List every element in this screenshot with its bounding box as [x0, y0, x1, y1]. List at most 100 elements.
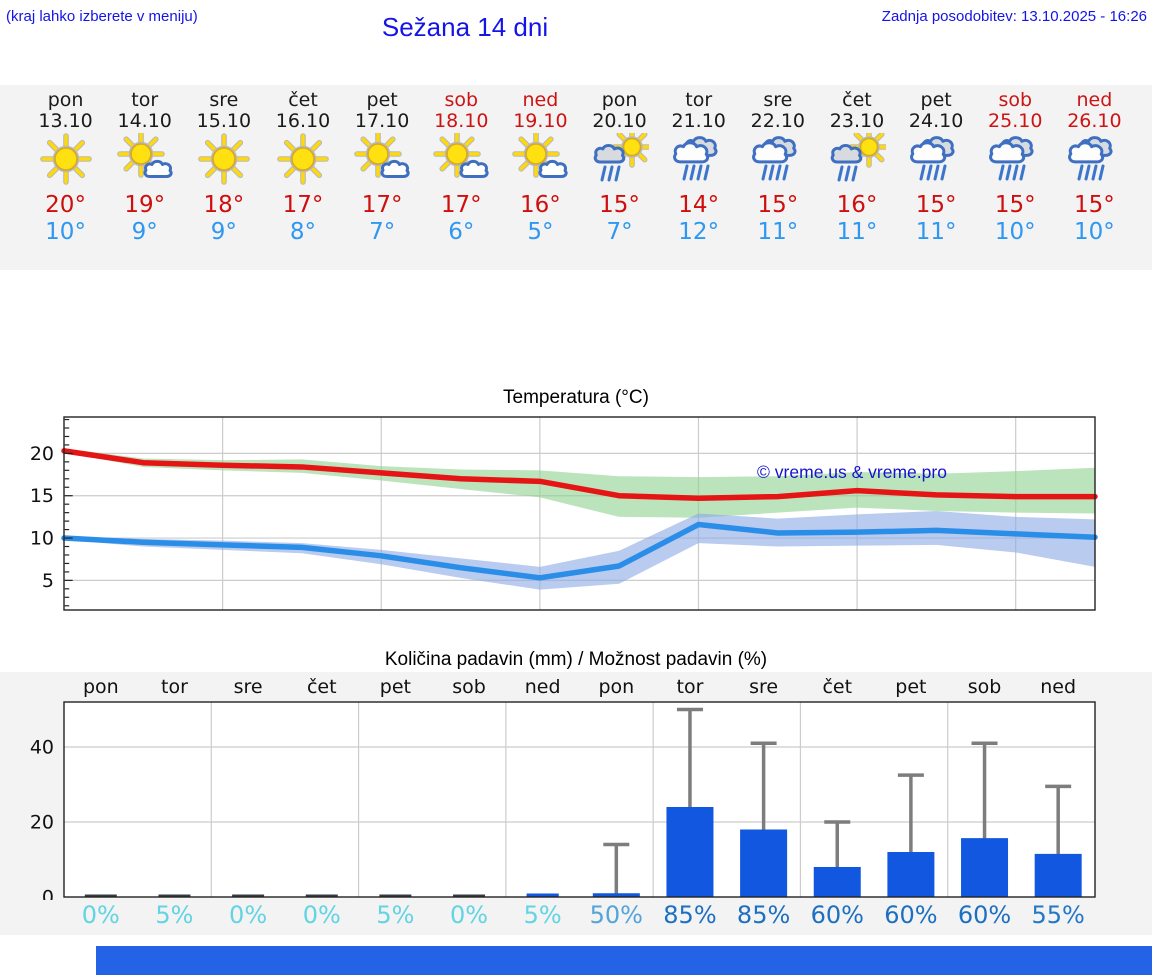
- sun-rain-icon: [593, 126, 653, 182]
- day-date-label: 17.10: [354, 110, 410, 132]
- weather-icon-box: [422, 130, 501, 190]
- low-temp-label: 8°: [289, 219, 317, 245]
- day-name-label: čet: [288, 89, 318, 111]
- forecast-day-column: pet 17.10 17° 7°: [343, 85, 422, 270]
- day-date-label: 22.10: [750, 110, 806, 132]
- low-temp-label: 7°: [606, 219, 633, 245]
- precip-day-label: sob: [452, 676, 486, 698]
- forecast-day-column: sre 15.10 18° 9°: [184, 85, 263, 270]
- day-name-label: ned: [522, 89, 559, 111]
- temp-y-tick-label: 10: [30, 528, 54, 550]
- high-temp-label: 15°: [915, 192, 957, 218]
- precip-probability-label: 85%: [736, 901, 791, 929]
- precip-day-label: tor: [161, 676, 188, 698]
- weather-icon-box: [105, 130, 184, 190]
- high-temp-label: 17°: [361, 192, 403, 218]
- day-name-label: tor: [685, 89, 713, 111]
- day-name-label: čet: [842, 89, 872, 111]
- rain-icon: [672, 136, 718, 181]
- high-temp-label: 17°: [282, 192, 324, 218]
- day-name-label: pet: [920, 89, 952, 111]
- footer-banner[interactable]: [96, 946, 1152, 975]
- page-title: Sežana 14 dni: [381, 12, 549, 42]
- weather-icon-box: [1055, 133, 1134, 190]
- precip-y-tick-label: 20: [30, 812, 54, 834]
- day-date-label: 25.10: [988, 110, 1043, 132]
- precip-day-label: sre: [749, 676, 779, 698]
- forecast-strip: pon 13.10 20° 10° tor 14.10 19° 9° sre 15.10 18° 9°…: [0, 85, 1152, 270]
- precip-probability-label: 60%: [957, 901, 1012, 929]
- forecast-day-column: sre 22.10 15° 11°: [738, 85, 817, 270]
- precip-day-label: sre: [233, 676, 263, 698]
- low-temp-label: 11°: [757, 219, 799, 245]
- precip-day-label: pon: [598, 676, 635, 698]
- precip-probability-label: 0%: [229, 901, 268, 929]
- forecast-day-column: čet 16.10 17° 8°: [263, 85, 342, 270]
- high-temp-label: 16°: [520, 192, 561, 218]
- sun-cloud-icon: [512, 130, 569, 178]
- day-name-label: ned: [1076, 89, 1113, 111]
- high-temp-label: 18°: [203, 192, 245, 218]
- rain-icon: [1068, 136, 1113, 181]
- forecast-day-column: sob 18.10 17° 6°: [422, 85, 501, 270]
- forecast-day-column: tor 21.10 14° 12°: [659, 85, 738, 270]
- forecast-day-column: ned 26.10 15° 10°: [1055, 85, 1134, 270]
- low-temp-label: 9°: [131, 219, 158, 245]
- temperature-chart: © vreme.us & vreme.pro 5 10 15 20: [30, 416, 1098, 611]
- weather-icon-box: [343, 130, 422, 190]
- temperature-chart-title: Temperatura (°C): [503, 387, 649, 408]
- weather-icon-box: [26, 133, 105, 190]
- precip-day-label: čet: [822, 676, 853, 698]
- high-temp-label: 15°: [1074, 192, 1115, 218]
- precip-y-tick-label: 40: [30, 737, 54, 759]
- precipitation-chart: 0 20 40: [30, 701, 1096, 900]
- precip-probability-label: 0%: [449, 901, 489, 929]
- day-name-label: sre: [763, 89, 793, 111]
- high-temp-label: 20°: [45, 192, 86, 218]
- precip-probability-label: 0%: [81, 901, 120, 929]
- day-name-label: pon: [601, 89, 638, 111]
- sun-icon: [39, 133, 92, 185]
- day-name-label: tor: [131, 89, 159, 111]
- sun-icon: [198, 133, 250, 185]
- low-temp-label: 12°: [678, 219, 720, 245]
- temp-y-tick-label: 20: [30, 443, 54, 465]
- day-date-label: 23.10: [829, 110, 885, 132]
- day-name-label: sre: [209, 89, 239, 111]
- precip-day-label: pon: [82, 676, 119, 698]
- low-temp-label: 11°: [915, 219, 957, 245]
- forecast-day-column: sob 25.10 15° 10°: [976, 85, 1055, 270]
- day-name-label: pon: [47, 89, 84, 111]
- low-temp-label: 10°: [994, 219, 1036, 245]
- rain-icon: [751, 136, 797, 181]
- weather-icon-box: [263, 133, 342, 190]
- day-date-label: 15.10: [196, 110, 252, 132]
- day-date-label: 16.10: [275, 110, 331, 132]
- day-date-label: 14.10: [117, 110, 172, 132]
- weather-icon-box: [659, 133, 738, 190]
- high-temp-label: 15°: [757, 192, 799, 218]
- weather-icon-box: [501, 130, 580, 190]
- watermark-text: © vreme.us & vreme.pro: [757, 462, 947, 482]
- day-date-label: 13.10: [38, 110, 93, 132]
- precip-probability-label: 0%: [302, 901, 341, 929]
- precip-probability-label: 5%: [155, 901, 194, 929]
- forecast-day-column: ned 19.10 16° 5°: [501, 85, 580, 270]
- low-temp-label: 10°: [45, 219, 86, 245]
- precip-probability-label: 60%: [884, 901, 938, 929]
- day-date-label: 26.10: [1067, 110, 1122, 132]
- last-update-text: Zadnja posodobitev: 13.10.2025 - 16:26: [881, 8, 1147, 25]
- precipitation-chart-title: Količina padavin (mm) / Možnost padavin …: [384, 649, 768, 670]
- low-temp-label: 6°: [448, 219, 475, 245]
- high-temp-label: 17°: [440, 192, 482, 218]
- forecast-day-column: čet 23.10 16° 11°: [817, 85, 896, 270]
- weather-icon-box: [738, 133, 817, 190]
- forecast-day-column: pon 20.10 15° 7°: [580, 85, 659, 270]
- precip-probability-label: 50%: [589, 901, 643, 929]
- day-name-label: sob: [998, 89, 1033, 111]
- low-temp-label: 5°: [527, 219, 554, 245]
- precip-day-label: ned: [524, 676, 561, 698]
- precip-day-label: pet: [379, 676, 411, 698]
- location-hint-text: (kraj lahko izberete v meniju): [6, 8, 198, 25]
- rain-icon: [910, 136, 955, 181]
